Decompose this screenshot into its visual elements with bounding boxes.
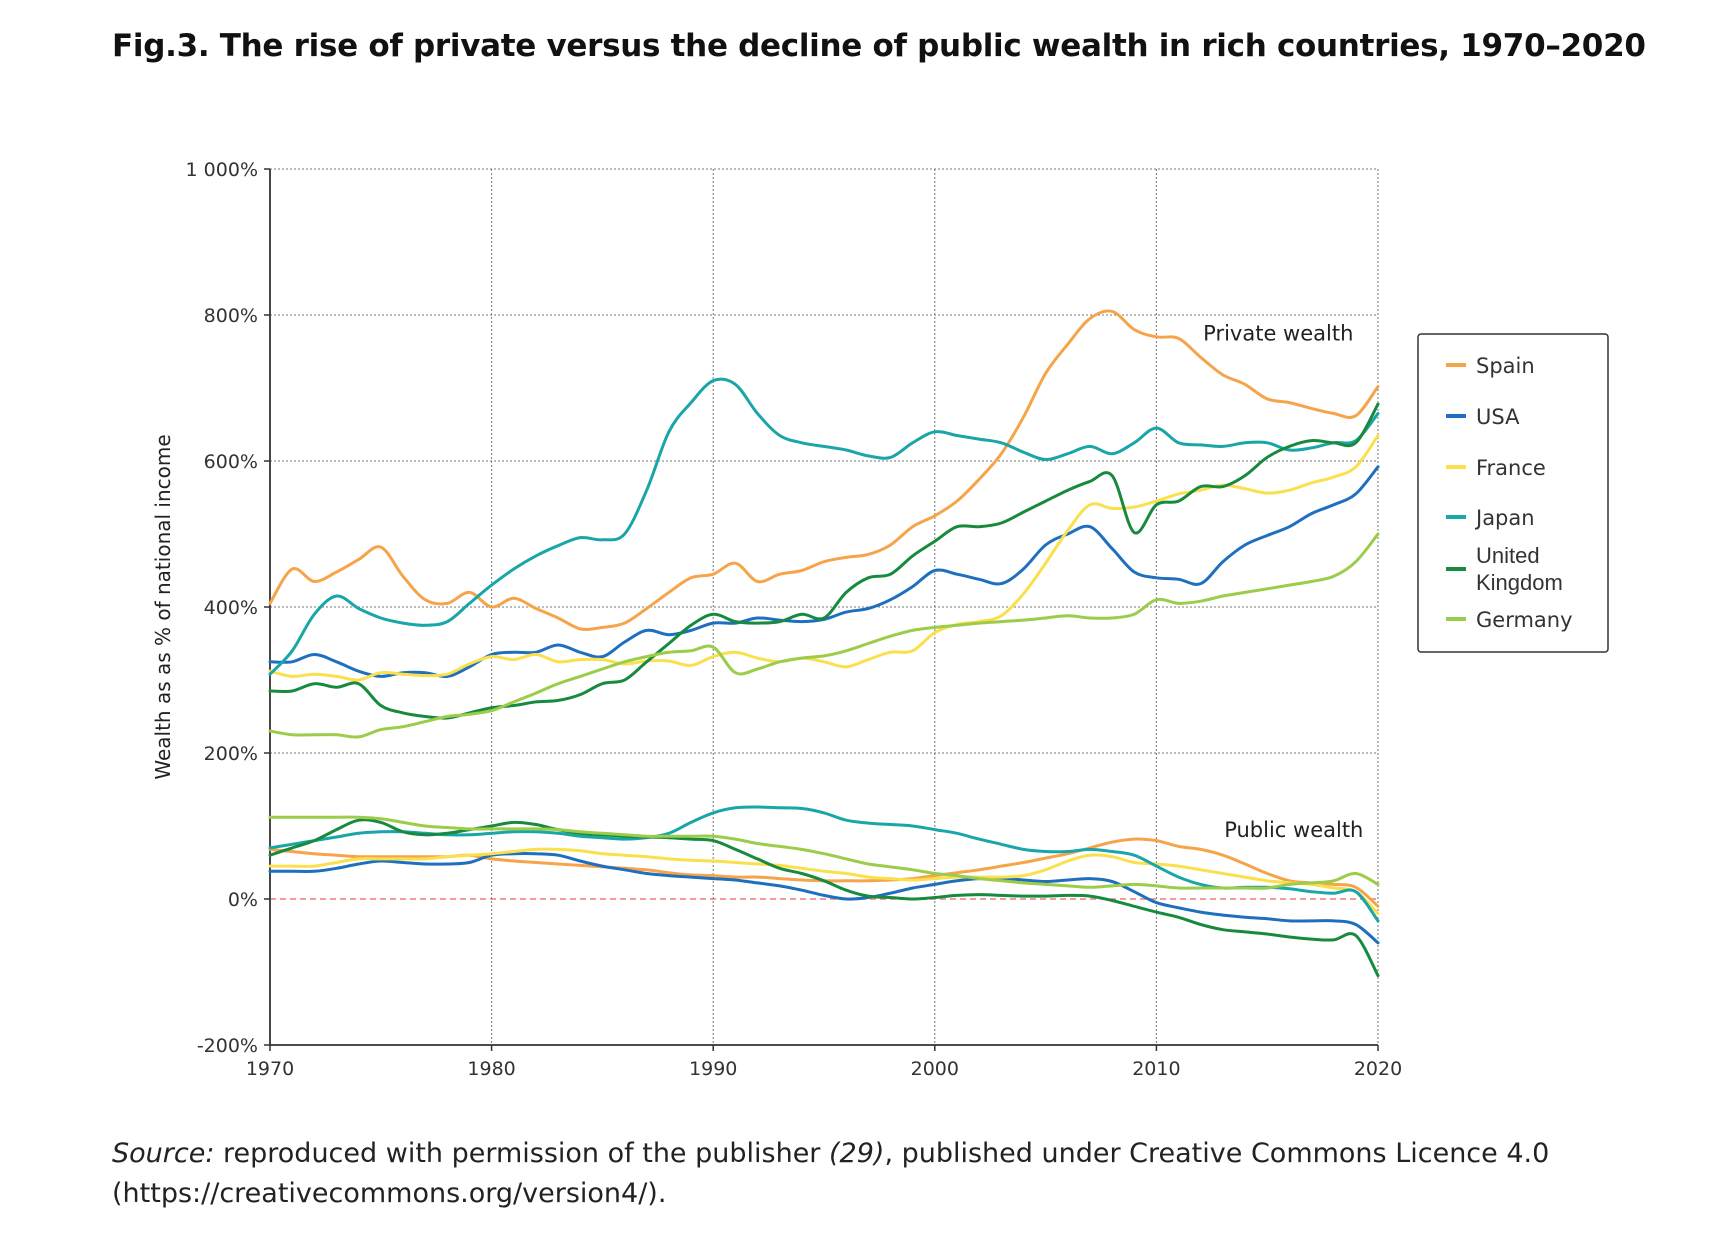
y-tick-label: 800% [204, 305, 258, 327]
x-tick-label: 1970 [246, 1058, 294, 1080]
series-line-spain-private [268, 309, 1380, 631]
y-tick-label: 200% [204, 743, 258, 765]
series-line-france-public [268, 847, 1380, 916]
y-tick-label: 1 000% [186, 159, 258, 181]
private-wealth-annotation: Private wealth [1203, 322, 1353, 346]
series-lines [268, 309, 1380, 978]
public-wealth-annotation: Public wealth [1224, 818, 1363, 842]
legend-label-japan: Japan [1474, 506, 1535, 530]
x-tick-label: 1980 [467, 1058, 515, 1080]
figure-title: Fig.3. The rise of private versus the de… [112, 28, 1646, 64]
series-line-france-private [268, 434, 1380, 682]
y-tick-label: 400% [204, 597, 258, 619]
x-tick-label: 2010 [1132, 1058, 1180, 1080]
y-tick-label: 0% [228, 889, 258, 911]
x-tick-label: 2020 [1354, 1058, 1402, 1080]
y-tick-label: 600% [204, 451, 258, 473]
legend-label-united-kingdom-line1: United [1476, 543, 1540, 568]
series-line-usa-private [268, 465, 1380, 679]
series-line-usa-public [268, 852, 1380, 945]
series-line-germany-private [268, 532, 1380, 739]
series-line-united-kingdom-public [268, 818, 1380, 978]
y-tick-label: -200% [197, 1035, 258, 1057]
legend-label-usa: USA [1476, 405, 1520, 429]
series-line-japan-private [268, 377, 1380, 676]
legend-label-france: France [1476, 456, 1546, 480]
legend-label-spain: Spain [1476, 354, 1535, 378]
source-label: Source: [112, 1138, 215, 1169]
x-tick-label: 2000 [911, 1058, 959, 1080]
series-line-japan-public [268, 805, 1380, 923]
source-licence: , published under Creative Commons Licen… [112, 1138, 1550, 1209]
x-tick-labels: 1970 1980 1990 2000 2010 2020 [246, 1058, 1402, 1080]
chart-grid [270, 168, 1379, 1045]
chart-axes [264, 168, 1379, 1051]
source-text: reproduced with permission of the publis… [214, 1138, 829, 1169]
series-line-germany-public [268, 815, 1380, 890]
y-axis-label: Wealth as as % of national income [151, 434, 175, 779]
legend-label-germany: Germany [1476, 608, 1573, 632]
source-note: Source: reproduced with permission of th… [112, 1134, 1652, 1214]
source-reference: (29) [829, 1138, 885, 1169]
y-tick-labels: -200% 0% 200% 400% 600% 800% 1 000% [186, 159, 258, 1057]
legend-box [1417, 333, 1609, 653]
x-tick-label: 1990 [689, 1058, 737, 1080]
legend-label-united-kingdom-line2: Kingdom [1476, 570, 1563, 595]
